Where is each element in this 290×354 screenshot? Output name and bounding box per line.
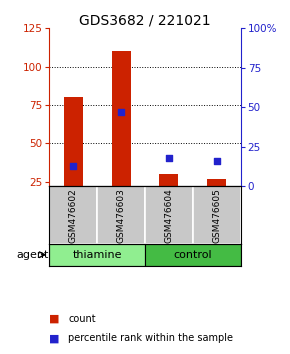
Bar bbox=[145, 244, 241, 266]
Bar bbox=[145, 187, 193, 244]
Text: count: count bbox=[68, 314, 96, 324]
Text: GSM476602: GSM476602 bbox=[69, 188, 78, 242]
Text: control: control bbox=[173, 250, 212, 260]
Bar bbox=[160, 174, 179, 187]
Point bbox=[119, 109, 124, 115]
Text: percentile rank within the sample: percentile rank within the sample bbox=[68, 333, 233, 343]
Point bbox=[71, 163, 75, 169]
Text: thiamine: thiamine bbox=[72, 250, 122, 260]
Text: ■: ■ bbox=[49, 314, 60, 324]
Bar bbox=[207, 179, 226, 187]
Title: GDS3682 / 221021: GDS3682 / 221021 bbox=[79, 13, 211, 27]
Bar bbox=[111, 51, 130, 187]
Bar bbox=[193, 187, 241, 244]
Text: ■: ■ bbox=[49, 333, 60, 343]
Bar bbox=[64, 97, 83, 187]
Text: GSM476603: GSM476603 bbox=[117, 188, 126, 242]
Point bbox=[214, 158, 219, 164]
Text: GSM476605: GSM476605 bbox=[212, 188, 221, 242]
Text: GSM476604: GSM476604 bbox=[164, 188, 173, 242]
Bar bbox=[97, 187, 145, 244]
Bar bbox=[49, 187, 97, 244]
Bar bbox=[49, 244, 145, 266]
Point bbox=[166, 155, 171, 161]
Text: agent: agent bbox=[16, 250, 48, 260]
